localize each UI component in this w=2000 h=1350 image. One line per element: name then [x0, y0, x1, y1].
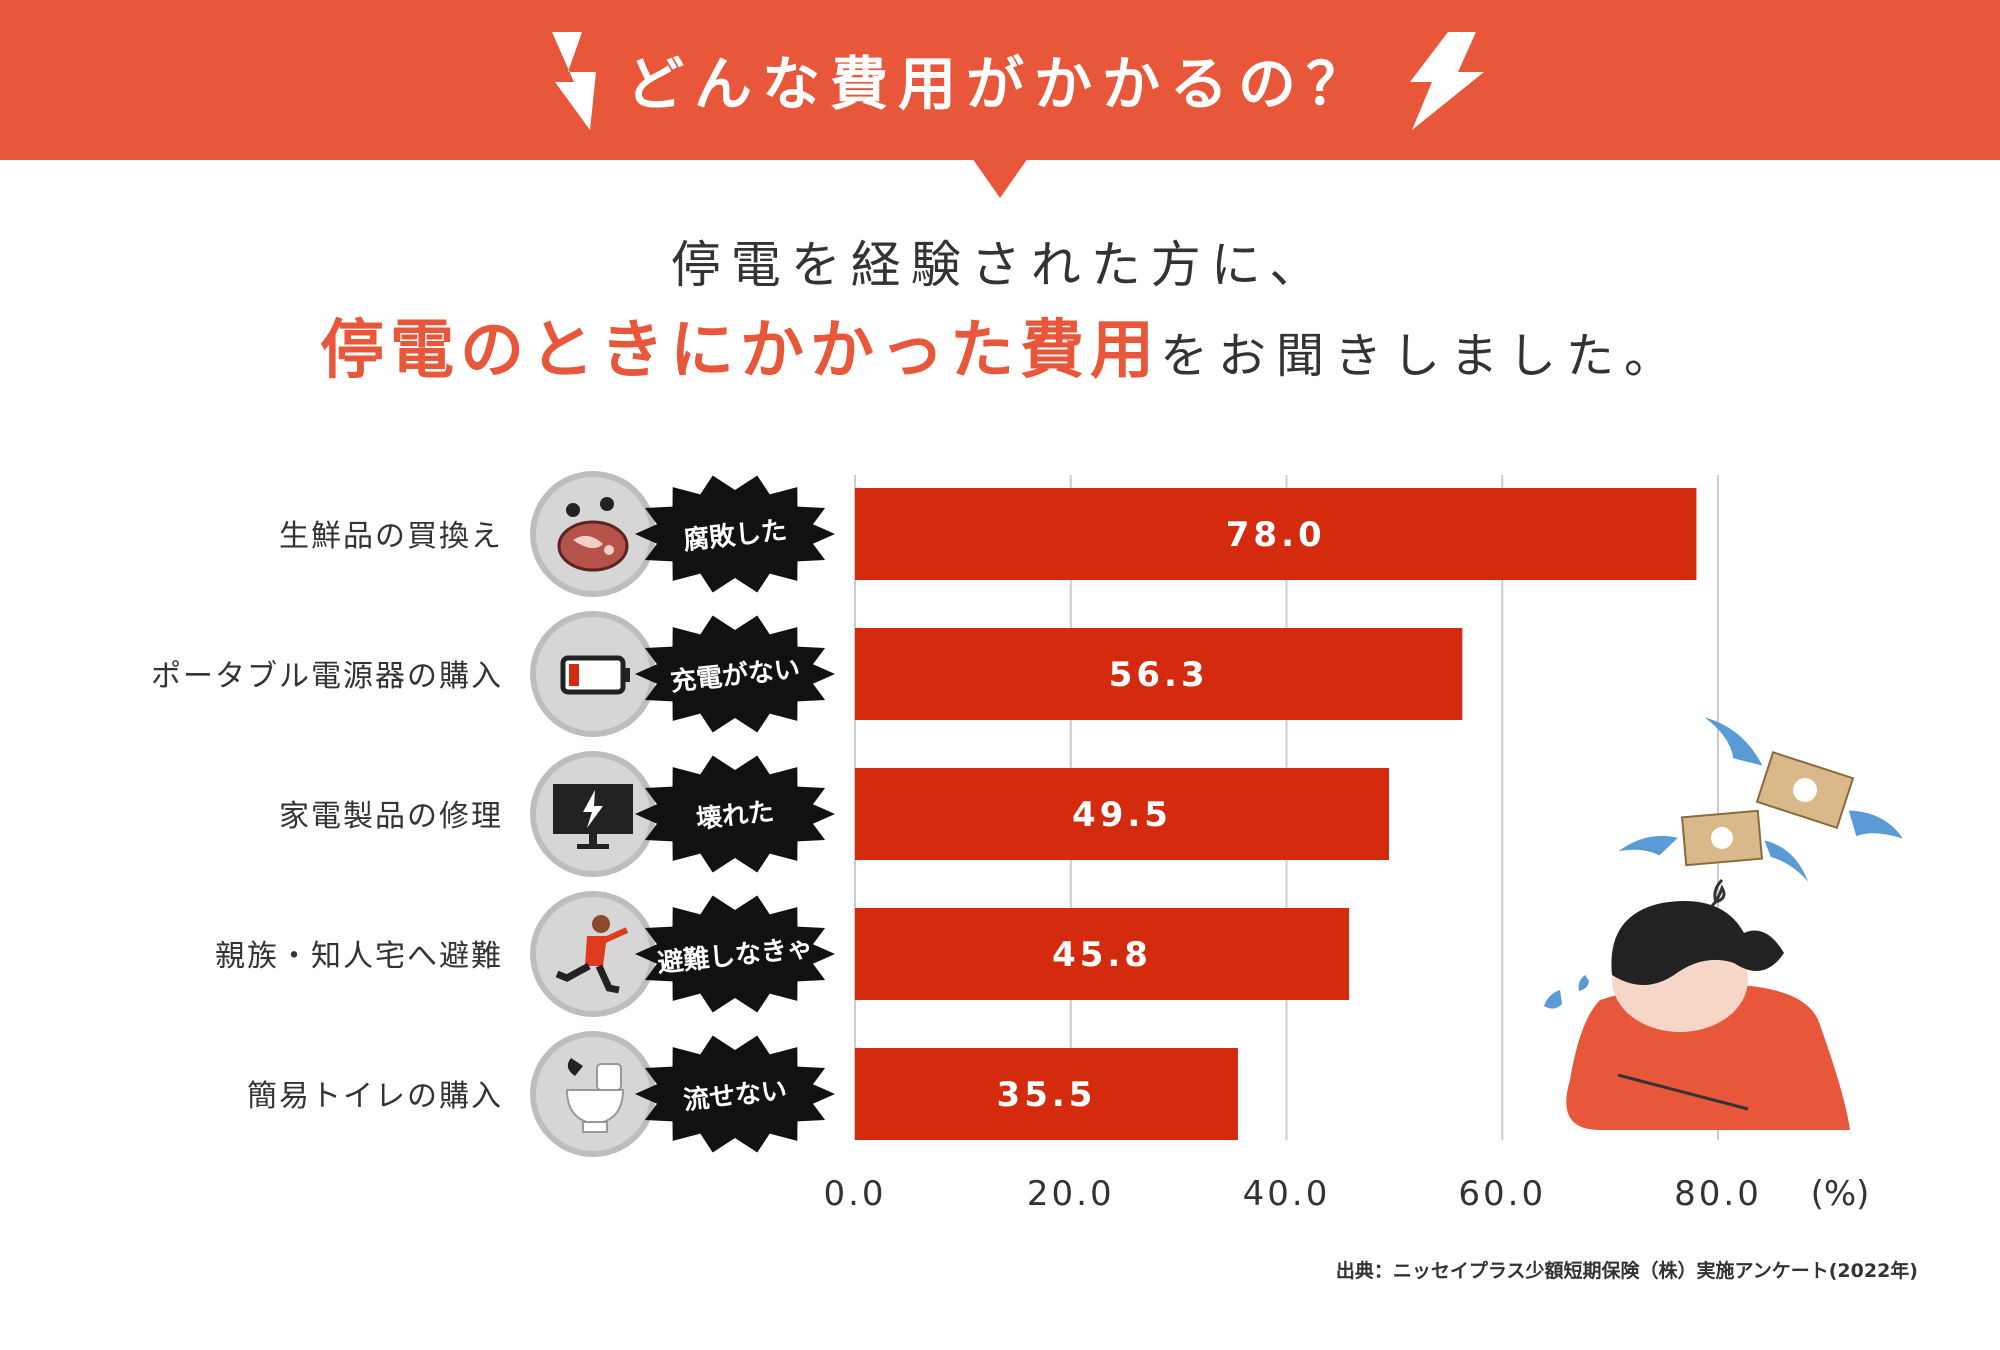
value-label: 35.5: [997, 1075, 1097, 1115]
flying-money-icon: [1618, 717, 1903, 908]
x-tick-label: 0.0: [823, 1174, 886, 1214]
chart-row: 生鮮品の買換え 腐敗した 78.0: [279, 471, 1697, 597]
x-tick-label: 80.0: [1674, 1174, 1762, 1214]
speech-badge: 充電がない: [635, 615, 835, 733]
bar-chart: 生鮮品の買換え 腐敗した 78.0 ポータブル電源器の購入 充電がない 56.3 家電製品の…: [151, 471, 1870, 1214]
speech-badge: 腐敗した: [635, 475, 835, 593]
category-label: 生鮮品の買換え: [279, 519, 503, 554]
header-background: [0, 0, 2000, 160]
category-label: 親族・知人宅へ避難: [215, 939, 503, 974]
toilet-icon: [530, 1031, 656, 1157]
bar: [855, 768, 1389, 860]
chart-rows: 生鮮品の買換え 腐敗した 78.0 ポータブル電源器の購入 充電がない 56.3 家電製品の…: [151, 471, 1697, 1157]
x-tick-label: 60.0: [1458, 1174, 1546, 1214]
header-pointer: [972, 158, 1028, 198]
speech-badge: 壊れた: [635, 755, 835, 873]
speech-badge: 避難しなきゃ: [635, 895, 835, 1013]
speech-badge: 流せない: [635, 1035, 835, 1153]
header-banner: どんな費用がかかるの？: [0, 0, 2000, 198]
subtitle-highlight: 停電のときにかかった費用: [320, 314, 1160, 388]
bar: [855, 908, 1350, 1000]
category-label: 家電製品の修理: [279, 799, 503, 834]
subtitle: 停電を経験された方に、 停電のときにかかった費用をお聞きしました。: [320, 236, 1682, 388]
category-label: ポータブル電源器の購入: [151, 659, 503, 694]
person-hair: [1611, 901, 1784, 985]
value-label: 49.5: [1072, 795, 1172, 835]
value-label: 56.3: [1109, 655, 1209, 695]
sweat-drop-icon: [1544, 990, 1562, 1009]
person-body: [1566, 984, 1850, 1130]
x-tick-label: 40.0: [1243, 1174, 1331, 1214]
x-axis-unit: (%): [1811, 1174, 1870, 1214]
chart-row: ポータブル電源器の購入 充電がない 56.3: [151, 611, 1463, 737]
value-label: 45.8: [1052, 935, 1152, 975]
lightning-icon-right: [1410, 32, 1484, 130]
source-note: 出典：ニッセイプラス少額短期保険（株）実施アンケート(2022年): [1336, 1259, 1918, 1282]
category-label: 簡易トイレの購入: [247, 1079, 503, 1114]
subtitle-line2: 停電のときにかかった費用をお聞きしました。: [320, 314, 1682, 388]
chart-row: 簡易トイレの購入 流せない 35.5: [247, 1031, 1238, 1157]
x-axis-ticks: 0.0 20.0 40.0 60.0 80.0: [823, 1174, 1762, 1214]
value-label: 78.0: [1226, 515, 1326, 555]
chart-row: 親族・知人宅へ避難 避難しなきゃ 45.8: [215, 891, 1350, 1017]
bar: [855, 488, 1697, 580]
bar: [855, 628, 1463, 720]
sweat-drop-icon: [1578, 975, 1589, 991]
bar: [855, 1048, 1238, 1140]
subtitle-line1: 停電を経験された方に、: [671, 236, 1330, 294]
x-tick-label: 20.0: [1027, 1174, 1115, 1214]
raw-meat-icon: [530, 471, 656, 597]
subtitle-rest: をお聞きしました。: [1160, 328, 1682, 384]
worried-person-illustration: [1544, 717, 1903, 1130]
header-title: どんな費用がかかるの？: [626, 50, 1374, 118]
arm-line: [1617, 1073, 1749, 1111]
chart-row: 家電製品の修理 壊れた 49.5: [279, 751, 1389, 877]
lightning-icon-left: [552, 32, 596, 130]
